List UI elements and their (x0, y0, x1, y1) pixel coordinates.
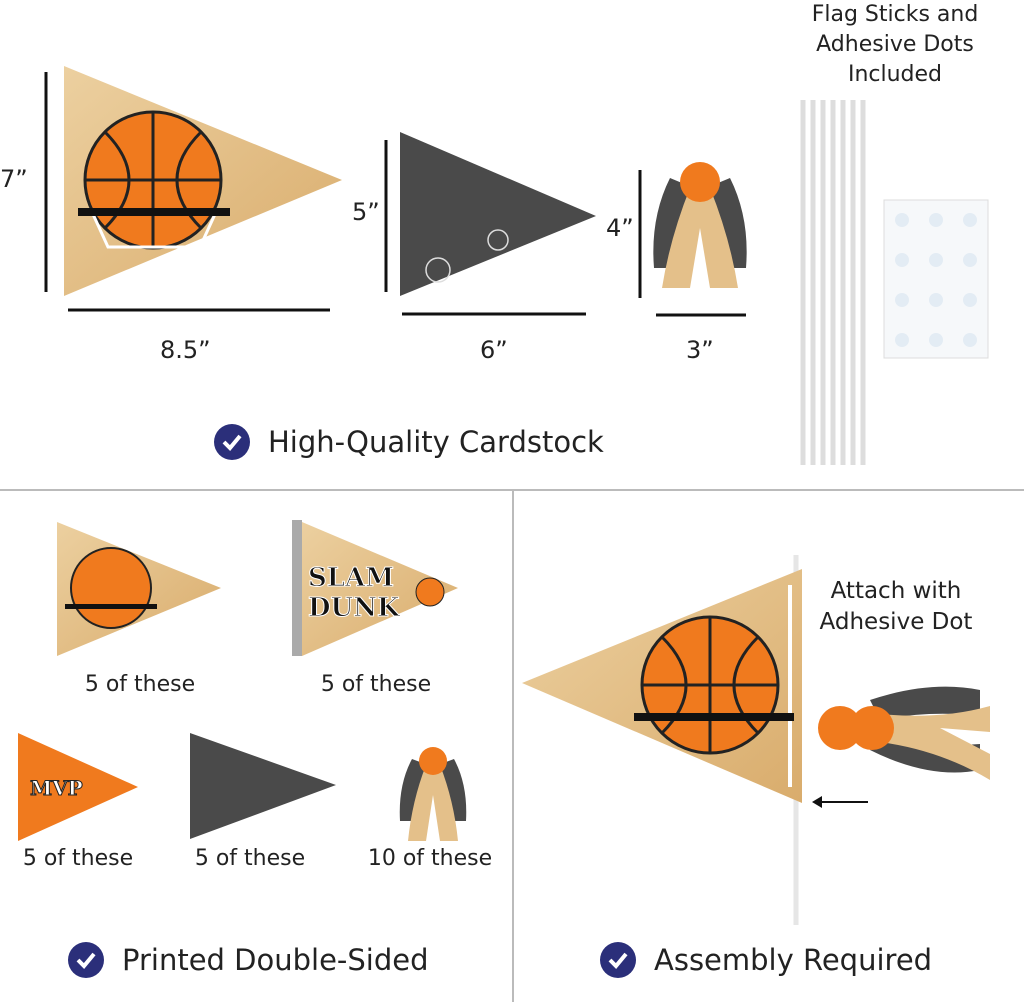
check-icon (214, 424, 250, 460)
assembly-ribbon (818, 686, 990, 780)
count-label: 5 of these (320, 672, 432, 697)
included-note: Flag Sticks and Adhesive Dots Included (811, 2, 979, 87)
large-basketball-pennant (64, 66, 342, 296)
pennant-mvp: MVP (18, 733, 138, 841)
arrow-left-icon (812, 796, 868, 808)
check-icon (68, 942, 104, 978)
pennant-basketball (57, 522, 221, 656)
pennant-slam-dunk: SLAM DUNK (292, 520, 458, 656)
dunk-text: DUNK (308, 593, 401, 623)
attach-note: Attach with Adhesive Dot (819, 578, 973, 635)
count-label: 5 of these (194, 846, 306, 871)
adhesive-dots-sheet (883, 199, 989, 359)
flag-sticks (800, 100, 866, 465)
pennant-gray (190, 733, 336, 839)
width-label-6: 6” (480, 336, 508, 364)
width-label-3: 3” (686, 336, 714, 364)
width-label-8-5: 8.5” (160, 336, 211, 364)
feature-label: Printed Double-Sided (122, 943, 429, 977)
slam-text: SLAM (308, 563, 394, 593)
medium-gray-pennant (400, 132, 596, 296)
feature-label: Assembly Required (654, 943, 933, 977)
feature-assembly: Assembly Required (600, 942, 932, 978)
height-label-5: 5” (352, 198, 380, 226)
check-icon (600, 942, 636, 978)
feature-label: High-Quality Cardstock (268, 425, 604, 459)
mvp-text: MVP (30, 776, 83, 800)
height-label-7: 7” (0, 165, 28, 193)
feature-cardstock: High-Quality Cardstock (214, 424, 604, 460)
count-label: 5 of these (84, 672, 196, 697)
dimension-arrows-large (44, 72, 746, 317)
feature-double-sided: Printed Double-Sided (68, 942, 429, 978)
height-label-4: 4” (606, 214, 634, 242)
divider-vertical (512, 490, 514, 1002)
count-label: 5 of these (22, 846, 134, 871)
assembly-pennant (522, 555, 802, 925)
count-label: 10 of these (367, 846, 493, 871)
small-ribbon-cutout (653, 162, 747, 288)
ribbon-cutout-small (399, 747, 467, 841)
